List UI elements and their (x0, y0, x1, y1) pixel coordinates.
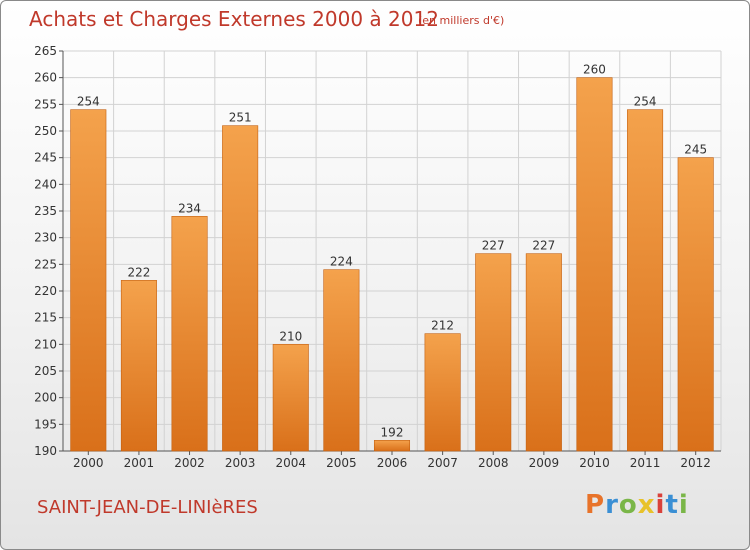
x-tick-label: 2006 (377, 456, 408, 470)
data-label: 234 (178, 201, 201, 215)
bar (272, 344, 309, 452)
bar (70, 109, 107, 452)
grid-lines (62, 50, 722, 452)
y-tick-label: 195 (34, 417, 57, 431)
data-label: 222 (127, 265, 150, 279)
logo-letter: r (605, 490, 619, 520)
data-label: 254 (77, 95, 100, 109)
data-label: 260 (583, 63, 606, 77)
x-tick-label: 2010 (579, 456, 610, 470)
data-label: 245 (684, 143, 707, 157)
x-tick-label: 2005 (326, 456, 357, 470)
data-label: 227 (482, 239, 505, 253)
data-label: 224 (330, 255, 353, 269)
y-tick-label: 245 (34, 151, 57, 165)
bar (475, 253, 512, 452)
bar (576, 77, 613, 452)
y-tick-label: 235 (34, 204, 57, 218)
y-tick-label: 265 (34, 44, 57, 58)
x-tick-label: 2001 (124, 456, 155, 470)
bar (222, 125, 259, 452)
y-tick-label: 190 (34, 444, 57, 458)
chart-unit: (en milliers d'€) (418, 14, 505, 27)
y-tick-label: 230 (34, 231, 57, 245)
y-tick-label: 225 (34, 257, 57, 271)
y-tick-label: 255 (34, 97, 57, 111)
bar (323, 269, 360, 452)
y-tick-label: 250 (34, 124, 57, 138)
y-tick-label: 210 (34, 337, 57, 351)
logo-letter: i (678, 490, 689, 520)
axes: 190 195 200 205 210 215 220 225 230 235 240 245 250 2… (34, 44, 721, 470)
bar (373, 440, 411, 452)
x-tick-label: 2011 (630, 456, 661, 470)
x-tick-label: 2000 (73, 456, 104, 470)
bar (627, 109, 664, 452)
y-tick-label: 260 (34, 71, 57, 85)
bar (677, 157, 714, 452)
data-labels: 254 222 234 251 210 224 192 212 227 227 260 254 245 (77, 63, 707, 440)
y-tick-label: 220 (34, 284, 57, 298)
data-label: 212 (431, 319, 454, 333)
bar (525, 253, 562, 452)
x-tick-label: 2012 (680, 456, 711, 470)
logo-letter: x (637, 490, 656, 520)
proxiti-logo: Proxiti (585, 490, 689, 520)
x-tick-label: 2003 (225, 456, 256, 470)
x-tick-label: 2007 (427, 456, 458, 470)
y-tick-label: 215 (34, 311, 57, 325)
y-tick-label: 200 (34, 391, 57, 405)
chart-title: Achats et Charges Externes 2000 à 2012 (29, 7, 439, 31)
logo-letter: o (618, 490, 638, 520)
logo-letter: P (585, 490, 606, 520)
bars (70, 77, 714, 452)
data-label: 210 (279, 329, 302, 343)
data-label: 254 (634, 95, 657, 109)
data-label: 251 (229, 111, 252, 125)
x-tick-label: 2004 (275, 456, 306, 470)
commune-name: SAINT-JEAN-DE-LINIèRES (37, 497, 258, 518)
bar (424, 333, 461, 452)
bar (120, 280, 157, 452)
x-tick-label: 2008 (478, 456, 509, 470)
x-tick-label: 2002 (174, 456, 205, 470)
data-label: 192 (381, 425, 404, 439)
bar (171, 216, 208, 452)
y-tick-label: 205 (34, 364, 57, 378)
x-tick-label: 2009 (529, 456, 560, 470)
logo-letter: i (655, 490, 666, 520)
logo-letter: t (665, 490, 679, 520)
y-tick-label: 240 (34, 177, 57, 191)
data-label: 227 (532, 239, 555, 253)
